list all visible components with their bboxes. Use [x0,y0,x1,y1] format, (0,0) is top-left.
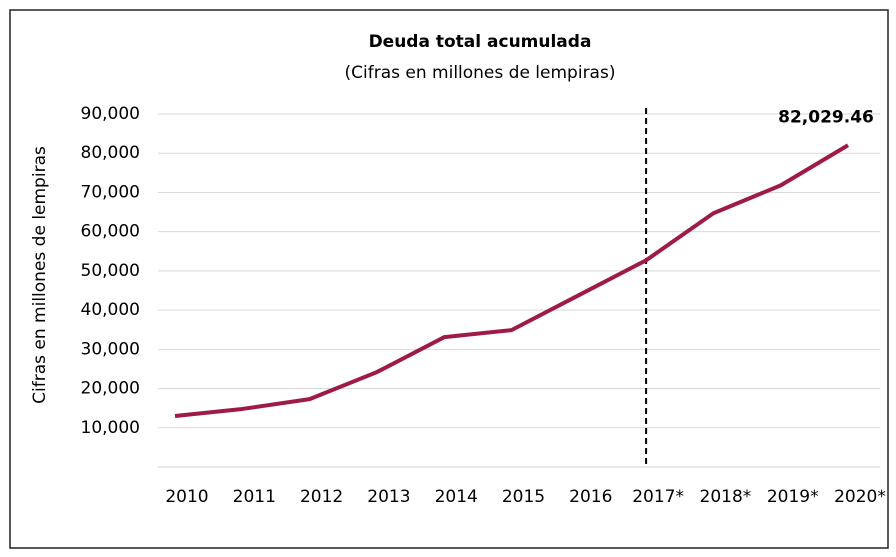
y-tick-label: 40,000 [81,300,140,320]
x-tick-label: 2011 [233,487,276,507]
x-tick-label: 2020* [834,487,886,507]
chart-subtitle: (Cifras en millones de lempiras) [345,63,616,83]
x-tick-label: 2013 [367,487,410,507]
x-tick-label: 2012 [300,487,343,507]
y-tick-label: 90,000 [81,104,140,124]
y-tick-label: 60,000 [81,222,140,242]
y-axis-label: Cifras en millones de lempiras [30,146,50,404]
y-tick-label: 20,000 [81,379,140,399]
y-tick-label: 80,000 [81,143,140,163]
x-tick-label: 2017* [632,487,684,507]
data-label: 82,029.46 [778,107,874,127]
y-tick-label: 10,000 [81,418,140,438]
x-tick-label: 2016 [569,487,612,507]
chart-title: Deuda total acumulada [369,32,592,52]
chart-border [9,9,889,549]
line-series [174,143,850,419]
y-tick-label: 30,000 [81,339,140,359]
x-tick-label: 2019* [767,487,819,507]
y-tick-label: 70,000 [81,182,140,202]
y-tick-label: 50,000 [81,261,140,281]
x-tick-label: 2015 [502,487,545,507]
x-tick-label: 2018* [700,487,752,507]
x-tick-label: 2010 [165,487,208,507]
x-tick-label: 2014 [435,487,478,507]
